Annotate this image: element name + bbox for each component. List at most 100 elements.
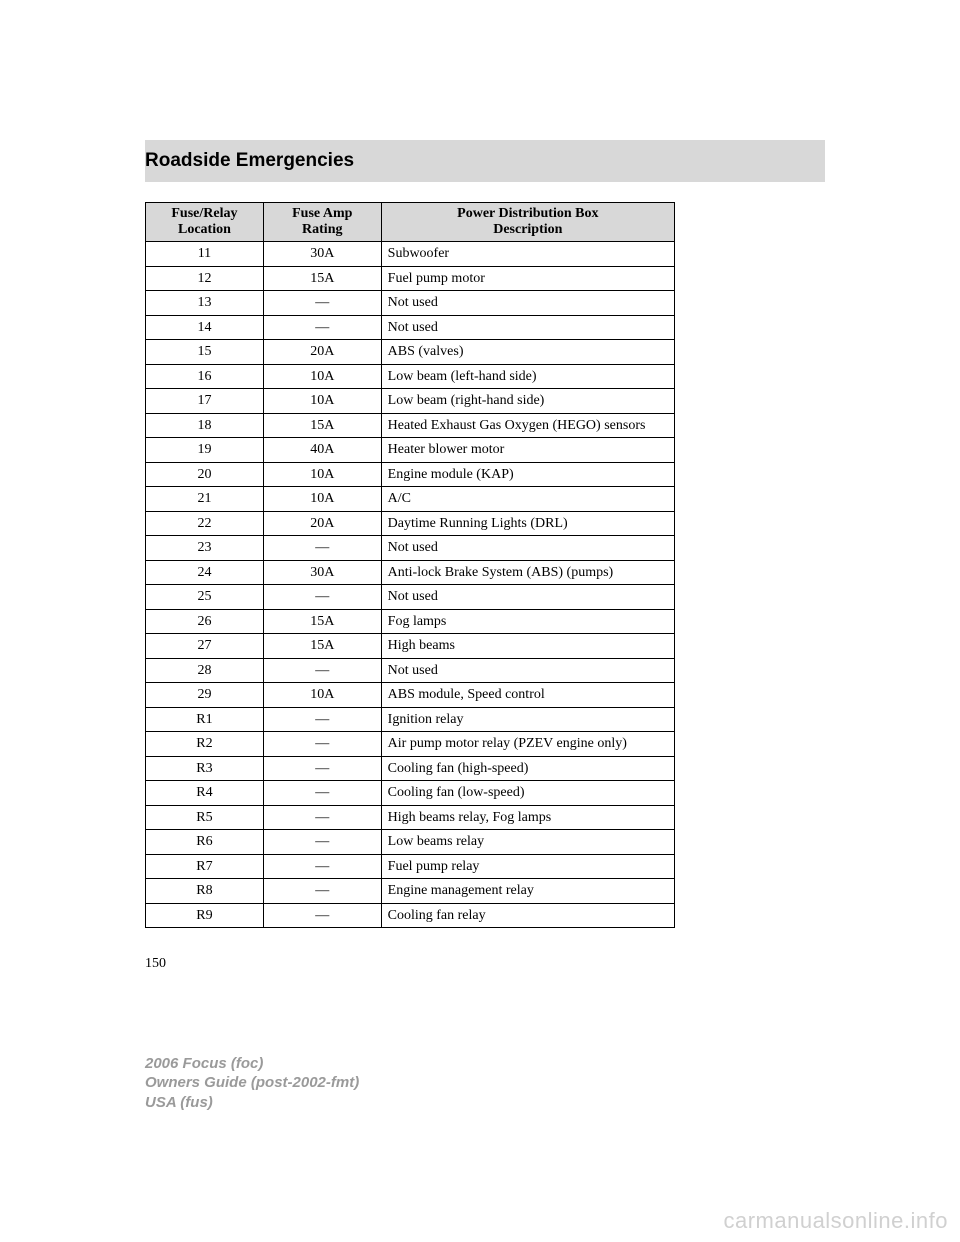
header-location: Fuse/Relay Location [146, 203, 264, 242]
cell-location: R7 [146, 854, 264, 879]
cell-location: R9 [146, 903, 264, 928]
cell-location: 23 [146, 536, 264, 561]
cell-amp: 15A [263, 609, 381, 634]
cell-amp: 30A [263, 242, 381, 267]
cell-amp: 20A [263, 511, 381, 536]
table-row: 23—Not used [146, 536, 675, 561]
cell-description: Fuel pump motor [381, 266, 674, 291]
header-amp: Fuse Amp Rating [263, 203, 381, 242]
table-row: R6—Low beams relay [146, 830, 675, 855]
cell-location: 16 [146, 364, 264, 389]
table-row: 1215AFuel pump motor [146, 266, 675, 291]
cell-description: Not used [381, 658, 674, 683]
cell-location: 29 [146, 683, 264, 708]
header-text: Power Distribution Box [457, 206, 598, 221]
table-row: 14—Not used [146, 315, 675, 340]
cell-description: Subwoofer [381, 242, 674, 267]
table-row: 2430AAnti-lock Brake System (ABS) (pumps… [146, 560, 675, 585]
cell-description: Low beam (left-hand side) [381, 364, 674, 389]
cell-amp: 10A [263, 462, 381, 487]
cell-amp: — [263, 732, 381, 757]
footer-line: 2006 Focus (foc) [145, 1054, 359, 1074]
header-description: Power Distribution Box Description [381, 203, 674, 242]
cell-description: Anti-lock Brake System (ABS) (pumps) [381, 560, 674, 585]
table-header-row: Fuse/Relay Location Fuse Amp Rating Powe… [146, 203, 675, 242]
cell-description: Cooling fan (high-speed) [381, 756, 674, 781]
header-text: Rating [302, 222, 342, 237]
watermark: carmanualsonline.info [723, 1208, 948, 1234]
table-row: 1940AHeater blower motor [146, 438, 675, 463]
cell-location: 18 [146, 413, 264, 438]
table-row: R8—Engine management relay [146, 879, 675, 904]
cell-description: Low beams relay [381, 830, 674, 855]
cell-location: R6 [146, 830, 264, 855]
page-number: 150 [145, 956, 815, 972]
cell-amp: — [263, 315, 381, 340]
cell-amp: 10A [263, 389, 381, 414]
cell-amp: — [263, 830, 381, 855]
table-row: 1520AABS (valves) [146, 340, 675, 365]
cell-location: 14 [146, 315, 264, 340]
cell-amp: — [263, 756, 381, 781]
cell-location: 20 [146, 462, 264, 487]
header-text: Description [493, 222, 562, 237]
cell-amp: 40A [263, 438, 381, 463]
cell-description: High beams [381, 634, 674, 659]
table-row: 2220ADaytime Running Lights (DRL) [146, 511, 675, 536]
cell-description: Fuel pump relay [381, 854, 674, 879]
table-row: R3—Cooling fan (high-speed) [146, 756, 675, 781]
table-row: 25—Not used [146, 585, 675, 610]
cell-description: A/C [381, 487, 674, 512]
footer-code: (fus) [180, 1094, 213, 1111]
cell-amp: 10A [263, 364, 381, 389]
cell-location: 27 [146, 634, 264, 659]
cell-description: Cooling fan (low-speed) [381, 781, 674, 806]
table-row: 13—Not used [146, 291, 675, 316]
header-text: Location [178, 222, 231, 237]
table-row: 1610ALow beam (left-hand side) [146, 364, 675, 389]
cell-amp: 10A [263, 683, 381, 708]
cell-amp: — [263, 585, 381, 610]
cell-location: 12 [146, 266, 264, 291]
cell-amp: — [263, 854, 381, 879]
cell-location: 19 [146, 438, 264, 463]
cell-amp: — [263, 658, 381, 683]
cell-location: 26 [146, 609, 264, 634]
footer-model: 2006 Focus [145, 1055, 227, 1072]
cell-location: 15 [146, 340, 264, 365]
cell-description: Daytime Running Lights (DRL) [381, 511, 674, 536]
table-row: R9—Cooling fan relay [146, 903, 675, 928]
footer-guide: Owners Guide [145, 1074, 247, 1091]
cell-description: Engine module (KAP) [381, 462, 674, 487]
cell-description: Low beam (right-hand side) [381, 389, 674, 414]
cell-location: R5 [146, 805, 264, 830]
table-row: 28—Not used [146, 658, 675, 683]
cell-description: ABS module, Speed control [381, 683, 674, 708]
table-row: 1710ALow beam (right-hand side) [146, 389, 675, 414]
table-row: 2615AFog lamps [146, 609, 675, 634]
cell-location: 17 [146, 389, 264, 414]
cell-amp: 30A [263, 560, 381, 585]
cell-amp: — [263, 781, 381, 806]
cell-amp: — [263, 291, 381, 316]
cell-description: Not used [381, 536, 674, 561]
table-row: 2910AABS module, Speed control [146, 683, 675, 708]
table-row: R1—Ignition relay [146, 707, 675, 732]
cell-description: ABS (valves) [381, 340, 674, 365]
cell-location: R4 [146, 781, 264, 806]
cell-description: Ignition relay [381, 707, 674, 732]
cell-amp: — [263, 903, 381, 928]
cell-amp: 20A [263, 340, 381, 365]
cell-amp: 10A [263, 487, 381, 512]
cell-description: Fog lamps [381, 609, 674, 634]
cell-amp: — [263, 536, 381, 561]
cell-location: 24 [146, 560, 264, 585]
cell-location: R2 [146, 732, 264, 757]
cell-description: Air pump motor relay (PZEV engine only) [381, 732, 674, 757]
cell-amp: — [263, 805, 381, 830]
cell-location: 21 [146, 487, 264, 512]
cell-amp: 15A [263, 634, 381, 659]
table-row: 1130ASubwoofer [146, 242, 675, 267]
cell-location: 22 [146, 511, 264, 536]
cell-location: R3 [146, 756, 264, 781]
